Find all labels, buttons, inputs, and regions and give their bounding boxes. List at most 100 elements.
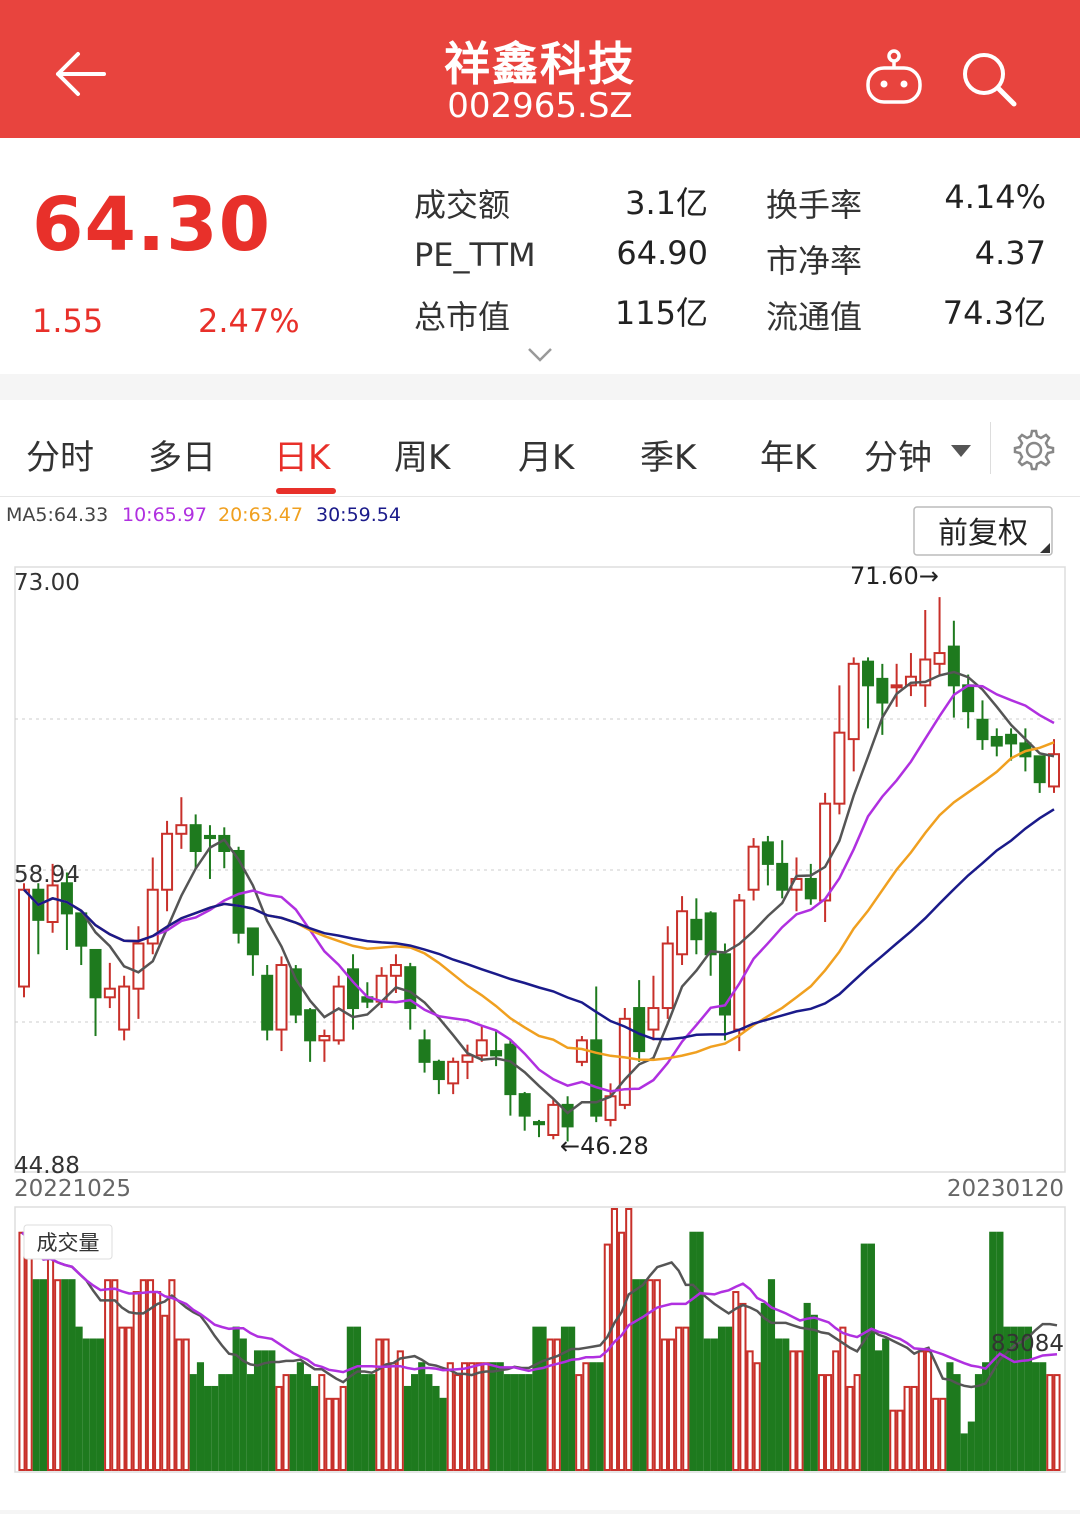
volume-bar [510, 1374, 519, 1471]
candles [17, 597, 1061, 1142]
volume-bar [603, 1243, 611, 1471]
candle [718, 943, 731, 1041]
volume-bar [39, 1279, 47, 1471]
search-icon[interactable] [958, 48, 1020, 110]
volume-bar [353, 1326, 362, 1471]
quote-panel: 64.30 1.55 2.47% 成交额 3.1亿 换手率 4.14% PE_T… [0, 138, 1080, 374]
volume-bar [125, 1326, 133, 1471]
volume-bar [96, 1338, 105, 1471]
volume-bar [896, 1409, 904, 1472]
gear-icon[interactable] [1012, 428, 1056, 472]
kline-chart-area[interactable]: MA5:64.33 10:65.97 20:63.47 30:59.54 前复权… [0, 497, 1080, 1510]
volume-bar [182, 1338, 190, 1471]
tab-quarterly-k[interactable]: 季K [640, 438, 697, 478]
volume-bar [18, 1231, 26, 1472]
candle [962, 674, 975, 729]
volume-bar [675, 1326, 683, 1471]
volume-bar [960, 1433, 968, 1472]
candle [475, 1025, 488, 1062]
volume-bar [61, 1279, 69, 1471]
tab-weekly-k[interactable]: 周K [394, 438, 451, 478]
price-change: 1.55 [32, 302, 104, 340]
volume-bar [596, 1362, 604, 1472]
volume-bar [553, 1338, 561, 1471]
volume-bar [546, 1338, 554, 1471]
volume-bar [717, 1326, 726, 1471]
volume-bar [710, 1338, 718, 1471]
adjust-button-label: 前复权 [938, 516, 1028, 551]
volume-bar [460, 1362, 469, 1472]
volume-bar [639, 1279, 647, 1471]
volume-bar [682, 1326, 690, 1471]
candle [17, 883, 31, 998]
candle [418, 1029, 431, 1073]
ma20-legend: 20:63.47 [218, 504, 303, 526]
volume-bar [68, 1279, 76, 1471]
moving-averages [23, 670, 1055, 1115]
candle [161, 820, 174, 912]
volume-bar [82, 1338, 90, 1471]
volume-bar [982, 1362, 990, 1472]
tab-yearly-k[interactable]: 年K [760, 438, 817, 478]
volume-bar [1017, 1326, 1025, 1471]
volume-bar [111, 1279, 119, 1471]
volume-bar [211, 1385, 219, 1471]
volume-bar [696, 1231, 704, 1472]
volume-bar [974, 1374, 983, 1471]
dropdown-arrow-icon[interactable] [950, 444, 972, 458]
volume-bar [261, 1350, 269, 1472]
volume-bar [196, 1362, 205, 1472]
volume-bar [361, 1374, 369, 1471]
candle [804, 863, 817, 905]
candle [1033, 755, 1046, 793]
volume-bar [732, 1291, 740, 1472]
back-arrow-icon[interactable] [48, 42, 112, 106]
adjust-button[interactable]: 前复权 [913, 506, 1053, 556]
robot-assistant-icon[interactable] [862, 48, 926, 108]
volume-bar [725, 1326, 733, 1471]
tab-multi-day[interactable]: 多日 [148, 438, 216, 478]
price-change-pct: 2.47% [198, 302, 300, 340]
tab-monthly-k[interactable]: 月K [518, 438, 575, 478]
tab-minute[interactable]: 分钟 [864, 438, 932, 478]
volume-bar [874, 1350, 883, 1472]
ma30-legend: 30:59.54 [316, 504, 401, 526]
volume-bar [489, 1362, 497, 1472]
candle [189, 814, 202, 869]
volume-bar [967, 1421, 975, 1472]
candle [518, 1091, 531, 1131]
volume-bar [168, 1279, 176, 1471]
stat-value-float-cap: 74.3亿 [942, 294, 1046, 332]
volume-bar [660, 1338, 668, 1471]
volume-bar [946, 1362, 954, 1472]
volume-bar [475, 1362, 483, 1472]
candle [862, 657, 875, 729]
volume-bar [1046, 1374, 1054, 1471]
volume-bar [703, 1338, 711, 1471]
min-price-label: ←46.28 [560, 1132, 649, 1160]
volume-bar [689, 1231, 697, 1472]
volume-bar [446, 1362, 454, 1472]
candle [704, 911, 717, 976]
tab-daily-k[interactable]: 日K [274, 438, 331, 478]
kline-chart[interactable]: MA5:64.33 10:65.97 20:63.47 30:59.54 前复权… [0, 497, 1080, 1510]
expand-chevron-icon[interactable] [526, 346, 554, 364]
volume-bar [239, 1338, 247, 1471]
volume-bar [582, 1362, 590, 1472]
volume-bar [32, 1279, 40, 1471]
volume-scale-label: 83084 [991, 1331, 1064, 1357]
stat-label-float-cap: 流通值 [766, 298, 863, 336]
candle [661, 926, 674, 1019]
volume-bar [753, 1362, 761, 1472]
volume-bar [503, 1374, 511, 1471]
volume-bar [667, 1338, 676, 1471]
volume-bar [739, 1302, 747, 1472]
candle [60, 872, 73, 950]
ma5-line [23, 670, 1055, 1115]
tab-intraday[interactable]: 分时 [26, 438, 94, 478]
volume-title-box: 成交量 [23, 1224, 113, 1260]
candle [318, 1029, 331, 1062]
volume-bar [318, 1374, 326, 1471]
volume-bar [1032, 1362, 1040, 1472]
volume-bar [924, 1350, 933, 1472]
